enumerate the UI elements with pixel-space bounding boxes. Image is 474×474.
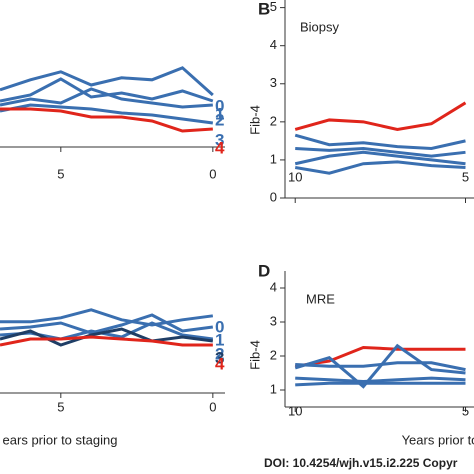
- x-axis-label: ears prior to staging: [3, 432, 118, 447]
- y-tick-label: 1: [270, 381, 277, 396]
- panel-title: MRE: [306, 291, 335, 306]
- series-line: [0, 103, 214, 125]
- series-end-label: 0: [215, 96, 224, 115]
- x-tick-label: 5: [57, 399, 64, 414]
- y-axis-label: Fib-4: [247, 105, 262, 135]
- y-tick-label: 2: [270, 347, 277, 362]
- series-line: [295, 361, 466, 372]
- series-line: [295, 146, 466, 158]
- series-line: [294, 343, 466, 389]
- series-line: [0, 66, 214, 97]
- series-end-label: 2: [215, 110, 224, 129]
- y-tick-label: 4: [270, 279, 277, 294]
- series-line: [0, 313, 214, 335]
- x-tick-label: 10: [288, 169, 302, 184]
- y-axis-label: Fib-4: [247, 340, 262, 370]
- series-end-label: 3: [215, 348, 224, 367]
- series-end-label: 2: [215, 344, 224, 363]
- series-line: [0, 87, 213, 109]
- y-tick-label: 1: [270, 151, 277, 166]
- series-line: [294, 150, 466, 166]
- x-axis-label: Years prior to: [402, 432, 474, 447]
- x-tick-label: 10: [288, 403, 302, 418]
- series-line: [294, 345, 466, 368]
- series-end-label: 4: [215, 138, 225, 157]
- y-tick-label: 5: [270, 0, 277, 14]
- y-tick-label: 0: [270, 189, 277, 204]
- series-line: [295, 376, 466, 384]
- y-tick-label: 2: [270, 113, 277, 128]
- series-end-label: 0: [215, 317, 224, 336]
- series-line: [294, 133, 466, 151]
- x-tick-label: 0: [209, 399, 216, 414]
- x-tick-label: 5: [462, 403, 469, 418]
- footer: DOI: 10.4254/wjh.v15.i2.225 Copyr: [264, 456, 458, 470]
- panel-label: B: [258, 0, 270, 18]
- series-line: [0, 107, 213, 133]
- series-end-label: 3: [215, 130, 224, 149]
- panel-title: Biopsy: [300, 19, 340, 34]
- series-line: [0, 335, 213, 347]
- series-line: [0, 327, 214, 347]
- series-end-label: 1: [215, 104, 224, 123]
- series-line: [294, 160, 466, 175]
- series-end-label: 1: [215, 330, 224, 349]
- y-tick-label: 3: [270, 313, 277, 328]
- series-line: [295, 381, 466, 387]
- x-tick-label: 5: [57, 166, 64, 181]
- x-tick-label: 5: [462, 169, 469, 184]
- x-tick-label: 0: [209, 166, 216, 181]
- y-tick-label: 4: [270, 37, 277, 52]
- panel-label: D: [258, 261, 270, 280]
- series-line: [294, 101, 467, 131]
- y-tick-label: 3: [270, 75, 277, 90]
- series-end-label: 4: [215, 354, 225, 373]
- series-line: [0, 308, 214, 327]
